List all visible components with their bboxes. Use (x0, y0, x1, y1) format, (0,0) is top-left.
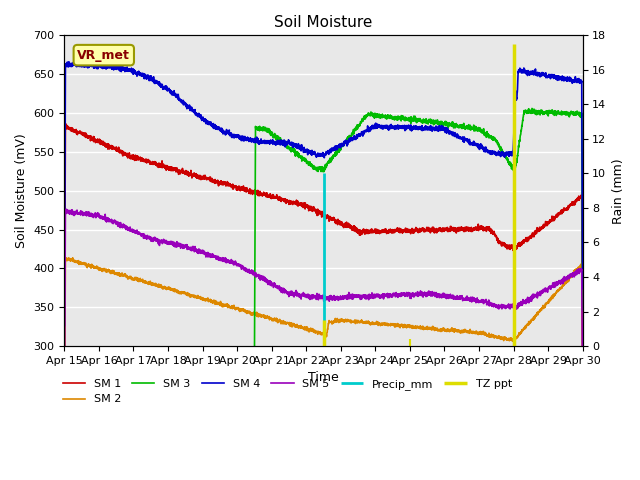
Title: Soil Moisture: Soil Moisture (275, 15, 372, 30)
SM 2 (120, 273, 127, 279)
SM 5 (569, 274, 577, 280)
SM 5 (282, 289, 289, 295)
SM 1 (150, 161, 158, 167)
SM 5 (120, 224, 127, 230)
SM 4 (579, 286, 586, 292)
SM 4 (513, 95, 520, 101)
SM 1 (259, 192, 267, 198)
Line: SM 4: SM 4 (65, 62, 582, 325)
SM 1 (282, 198, 289, 204)
SM 1 (61, 120, 69, 126)
Line: SM 2: SM 2 (65, 258, 582, 419)
SM 5 (150, 236, 158, 241)
SM 2 (150, 282, 158, 288)
SM 2 (579, 392, 586, 398)
Text: VR_met: VR_met (77, 48, 130, 61)
SM 2 (259, 312, 267, 318)
SM 5 (579, 396, 586, 402)
SM 4 (65, 59, 73, 65)
SM 4 (282, 142, 289, 148)
SM 5 (62, 206, 70, 212)
SM 1 (61, 347, 68, 353)
SM 2 (513, 334, 520, 340)
Line: SM 5: SM 5 (65, 209, 582, 399)
SM 1 (120, 150, 127, 156)
SM 2 (282, 320, 289, 325)
SM 3 (259, 124, 267, 130)
Line: SM 1: SM 1 (65, 123, 582, 357)
SM 1 (569, 201, 577, 207)
SM 2 (69, 255, 77, 261)
SM 1 (513, 246, 520, 252)
SM 5 (513, 305, 520, 311)
Y-axis label: Soil Moisture (mV): Soil Moisture (mV) (15, 133, 28, 248)
SM 4 (120, 67, 127, 73)
SM 4 (150, 79, 158, 84)
SM 3 (282, 140, 289, 146)
SM 5 (61, 391, 68, 397)
SM 4 (259, 140, 267, 145)
Line: SM 3: SM 3 (255, 108, 582, 353)
SM 1 (579, 354, 586, 360)
SM 5 (259, 277, 267, 283)
SM 3 (568, 111, 576, 117)
SM 3 (513, 156, 520, 162)
Legend: SM 1, SM 2, SM 3, SM 4, SM 5, Precip_mm, TZ ppt: SM 1, SM 2, SM 3, SM 4, SM 5, Precip_mm,… (58, 374, 516, 409)
Y-axis label: Rain (mm): Rain (mm) (612, 158, 625, 224)
SM 3 (579, 307, 586, 313)
X-axis label: Time: Time (308, 372, 339, 384)
SM 2 (569, 272, 577, 277)
SM 4 (569, 77, 577, 83)
SM 4 (61, 323, 68, 328)
SM 2 (61, 416, 68, 421)
